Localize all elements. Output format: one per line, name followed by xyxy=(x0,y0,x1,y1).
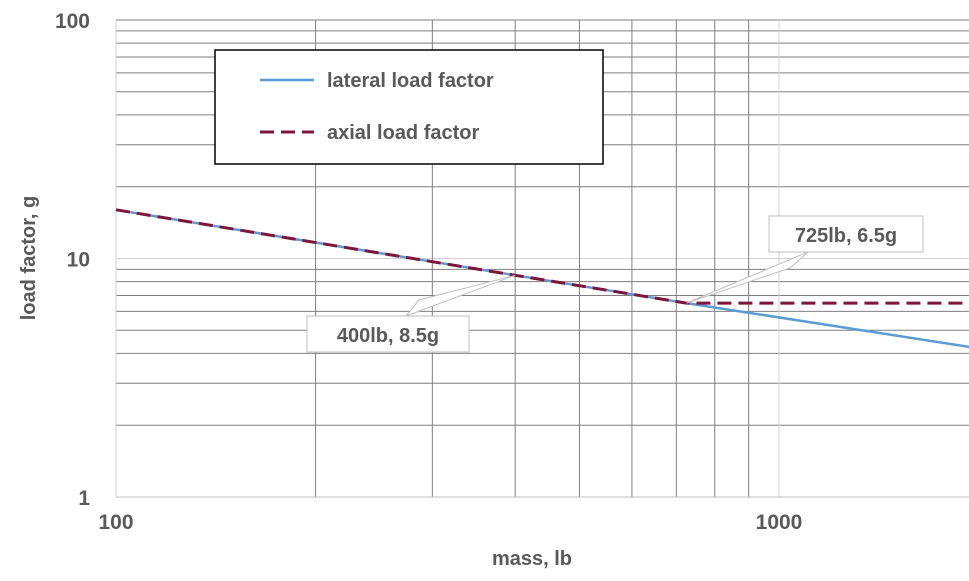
annotation-leader xyxy=(686,251,809,304)
series-line-axial xyxy=(115,208,969,305)
tick-labels: 1 10 100 100 1000 xyxy=(55,10,802,534)
y-axis-title: load factor, g xyxy=(18,196,40,320)
legend-label: lateral load factor xyxy=(327,70,494,92)
annotation-leader xyxy=(404,274,516,318)
y-tick-label: 10 xyxy=(67,249,90,272)
x-axis-title: mass, lb xyxy=(492,548,572,570)
x-tick-label: 1000 xyxy=(756,511,803,534)
annotation-label: 400lb, 8.5g xyxy=(337,325,439,347)
legend: lateral load factor axial load factor xyxy=(214,49,604,165)
legend-box xyxy=(214,49,604,165)
annotations: 400lb, 8.5g 725lb, 6.5g xyxy=(306,215,924,353)
x-tick-label: 100 xyxy=(98,511,133,534)
annotation-box xyxy=(768,215,924,253)
series-lines xyxy=(115,208,969,349)
annotation-box xyxy=(306,315,470,353)
y-tick-label: 100 xyxy=(55,10,90,33)
annotation-label: 725lb, 6.5g xyxy=(795,225,897,247)
legend-label: axial load factor xyxy=(327,122,479,144)
y-tick-label: 1 xyxy=(78,487,90,510)
